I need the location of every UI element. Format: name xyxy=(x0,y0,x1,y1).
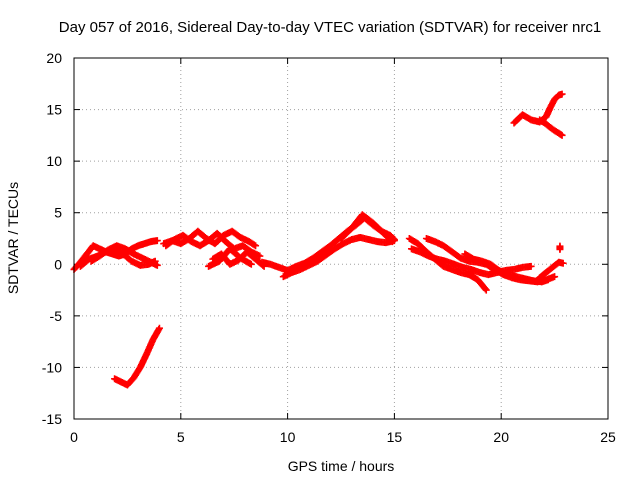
y-tick-label: 0 xyxy=(54,256,62,272)
x-tick-label: 25 xyxy=(600,429,616,445)
y-tick-label: -10 xyxy=(42,359,62,375)
data-point xyxy=(544,276,552,284)
data-point xyxy=(559,259,567,267)
data-point xyxy=(153,237,161,245)
x-tick-label: 15 xyxy=(387,429,403,445)
series-track-4 xyxy=(111,324,163,389)
y-tick-label: -15 xyxy=(42,411,62,427)
data-point xyxy=(527,262,535,270)
data-point xyxy=(482,286,490,294)
series-track-16 xyxy=(536,258,567,282)
plot-frame xyxy=(73,57,609,420)
y-tick-label: 15 xyxy=(46,102,62,118)
y-tick-label: 20 xyxy=(46,50,62,66)
series-track-3 xyxy=(87,242,161,269)
x-tick-label: 0 xyxy=(70,429,78,445)
chart-title: Day 057 of 2016, Sidereal Day-to-day VTE… xyxy=(59,19,601,36)
data-point xyxy=(250,241,258,249)
series-track-13 xyxy=(407,245,535,279)
x-tick-label: 5 xyxy=(177,429,185,445)
data-point xyxy=(558,90,566,98)
series-track-11 xyxy=(337,211,396,246)
series-track-10 xyxy=(279,233,398,281)
data-point xyxy=(556,242,564,250)
data-point xyxy=(558,131,566,139)
data-point xyxy=(551,273,559,281)
data-point xyxy=(481,285,489,293)
series-track-8 xyxy=(205,245,255,270)
axis-ticks: 0 5 10 15 20 25 -15 -10 -5 0 5 10 15 20 xyxy=(42,50,616,445)
x-axis-label: GPS time / hours xyxy=(288,458,395,474)
y-tick-label: 5 xyxy=(54,205,62,221)
data-point xyxy=(387,237,395,245)
data-point xyxy=(247,260,255,268)
x-tick-label: 20 xyxy=(493,429,509,445)
data-point xyxy=(388,238,396,246)
data-point xyxy=(256,252,264,260)
y-axis-label: SDTVAR / TECUs xyxy=(5,182,21,294)
series-track-15 xyxy=(461,250,552,286)
data-points xyxy=(70,90,567,389)
data-point xyxy=(155,324,163,332)
y-tick-label: -5 xyxy=(50,308,63,324)
y-tick-label: 10 xyxy=(46,153,62,169)
series-track-19 xyxy=(536,116,566,139)
x-tick-label: 10 xyxy=(280,429,296,445)
series-track-17 xyxy=(556,242,564,253)
grid xyxy=(74,58,608,419)
data-point xyxy=(153,261,161,269)
series-track-18 xyxy=(510,90,566,127)
data-point xyxy=(252,242,260,250)
